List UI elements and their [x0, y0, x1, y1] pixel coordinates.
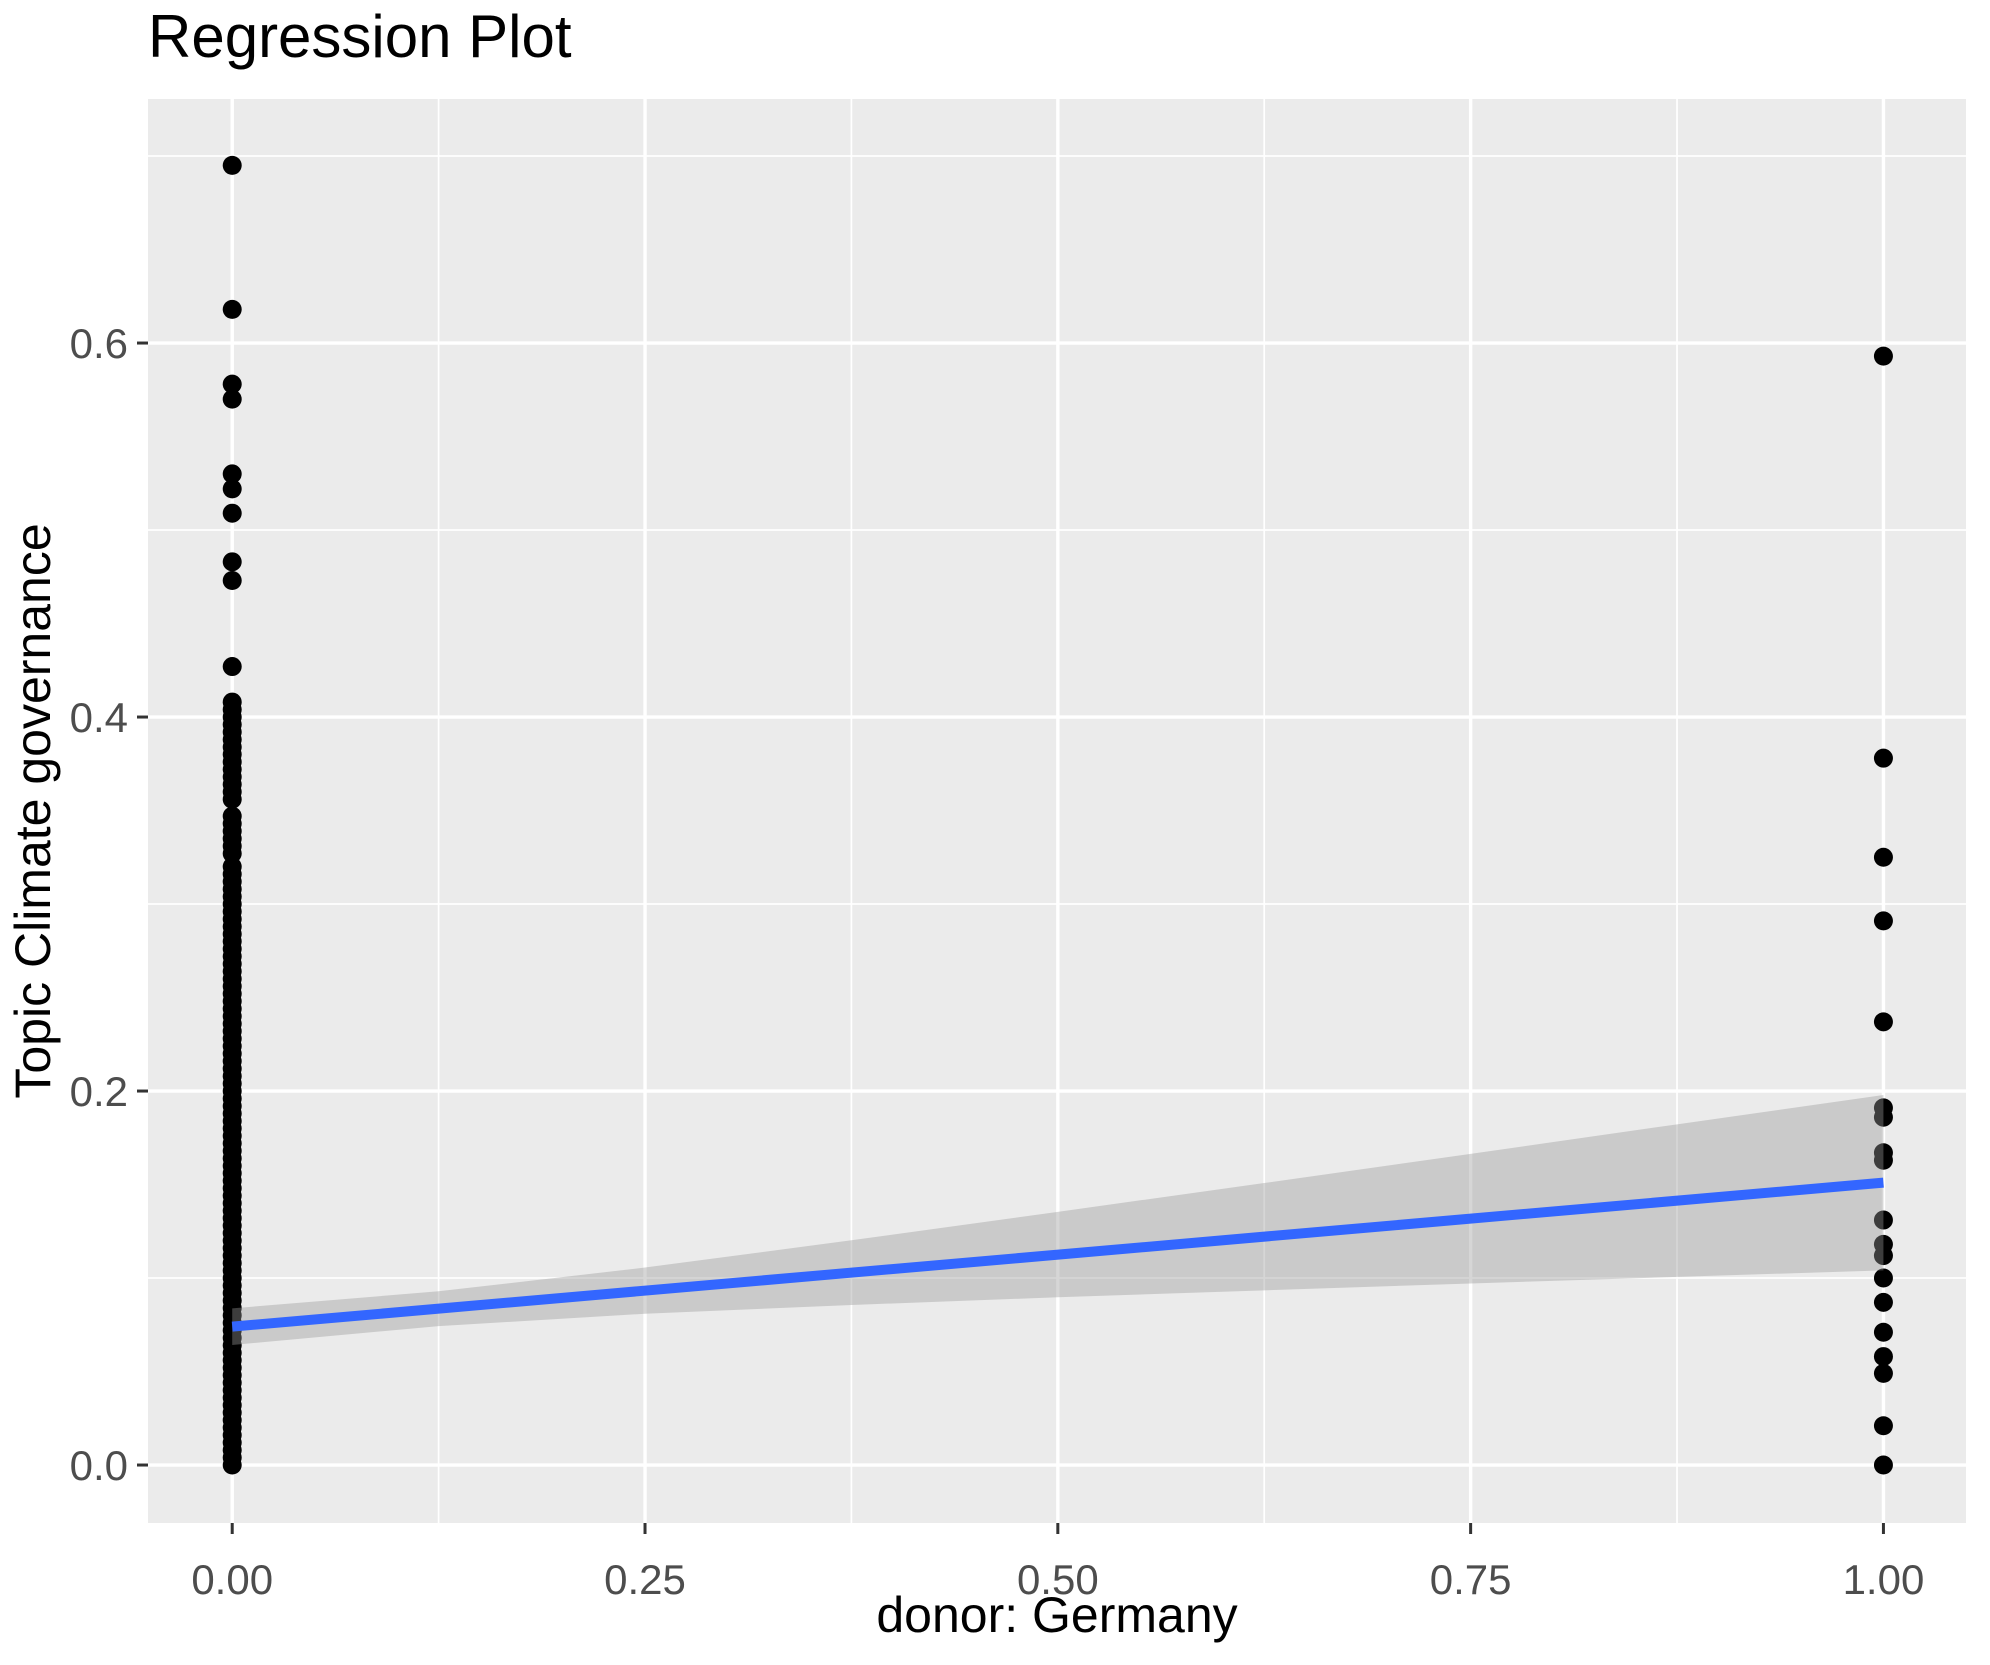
scatter-points [222, 155, 1893, 1475]
data-point [1873, 1347, 1893, 1367]
data-point [1873, 1098, 1893, 1118]
x-tick-label: 0.00 [191, 1556, 273, 1603]
x-tick-label: 0.75 [1430, 1556, 1512, 1603]
y-tick-label: 0.6 [70, 320, 128, 367]
data-point [1873, 1234, 1893, 1254]
data-point [1873, 1012, 1893, 1032]
confidence-ribbon [232, 1094, 1884, 1345]
data-point [1873, 1416, 1893, 1436]
data-point [222, 479, 242, 499]
data-point [1873, 748, 1893, 768]
data-point [1873, 847, 1893, 867]
data-point [1873, 1455, 1893, 1475]
x-axis-title: donor: Germany [876, 1587, 1237, 1643]
y-tick-label: 0.0 [70, 1442, 128, 1489]
x-tick-label: 0.50 [1017, 1556, 1099, 1603]
data-point [222, 155, 242, 175]
data-point [1873, 1322, 1893, 1342]
data-point [222, 571, 242, 591]
x-tick-label: 0.25 [604, 1556, 686, 1603]
data-point [1873, 1292, 1893, 1312]
data-point [1873, 1363, 1893, 1383]
data-point [222, 552, 242, 572]
regression-line [231, 1177, 1884, 1332]
data-point [222, 857, 242, 877]
data-point [222, 806, 242, 826]
data-point [1873, 911, 1893, 931]
data-point [222, 503, 242, 523]
data-point [1873, 1268, 1893, 1288]
data-point [222, 299, 242, 319]
data-point [222, 374, 242, 394]
data-point [222, 389, 242, 409]
data-point [222, 692, 242, 712]
data-point [1873, 346, 1893, 366]
axis-tick-marks [137, 341, 1885, 1534]
x-tick-label: 1.00 [1843, 1556, 1925, 1603]
data-point [222, 464, 242, 484]
data-point [222, 657, 242, 677]
data-point [1873, 1210, 1893, 1230]
plot-title: Regression Plot [148, 3, 572, 70]
y-axis-title: Topic Climate governance [5, 523, 61, 1098]
y-tick-label: 0.4 [70, 694, 128, 741]
data-point [1873, 1143, 1893, 1163]
axis-tick-labels: 0.00 0.25 0.50 0.75 1.00 0.0 0.2 0.4 0.6 [70, 320, 1925, 1603]
y-tick-label: 0.2 [70, 1068, 128, 1115]
